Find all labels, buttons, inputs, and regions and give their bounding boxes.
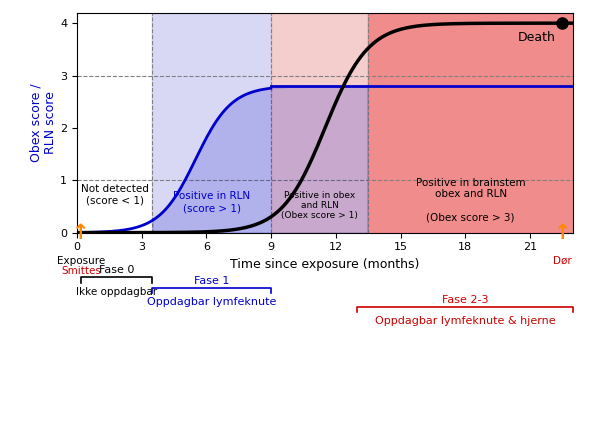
Text: Not detected
(score < 1): Not detected (score < 1): [80, 184, 148, 206]
Text: Positive in RLN
(score > 1): Positive in RLN (score > 1): [173, 192, 251, 213]
Text: Positive in obex
and RLN
(Obex score > 1): Positive in obex and RLN (Obex score > 1…: [281, 190, 358, 220]
Text: Smittes: Smittes: [61, 266, 101, 277]
Text: Dør: Dør: [553, 256, 572, 266]
Text: ↑: ↑: [554, 223, 571, 243]
Text: Fase 1: Fase 1: [194, 275, 229, 286]
Text: Ikke oppdagbar: Ikke oppdagbar: [76, 287, 157, 297]
Bar: [368, 13, 573, 233]
X-axis label: Time since exposure (months): Time since exposure (months): [230, 258, 420, 271]
Text: Death: Death: [518, 31, 556, 44]
Text: Fase 0: Fase 0: [99, 265, 134, 275]
Text: Fase 2-3: Fase 2-3: [442, 294, 489, 305]
Text: Oppdagbar lymfeknute: Oppdagbar lymfeknute: [147, 297, 277, 308]
Text: Exposure: Exposure: [57, 256, 105, 266]
Bar: [271, 13, 368, 233]
Y-axis label: Obex score /
RLN score: Obex score / RLN score: [29, 83, 57, 162]
Bar: [77, 13, 152, 233]
Text: ↑: ↑: [72, 223, 90, 243]
Bar: [152, 13, 271, 233]
Text: Positive in brainstem
obex and RLN

(Obex score > 3): Positive in brainstem obex and RLN (Obex…: [416, 178, 525, 222]
Text: Oppdagbar lymfeknute & hjerne: Oppdagbar lymfeknute & hjerne: [375, 316, 556, 327]
